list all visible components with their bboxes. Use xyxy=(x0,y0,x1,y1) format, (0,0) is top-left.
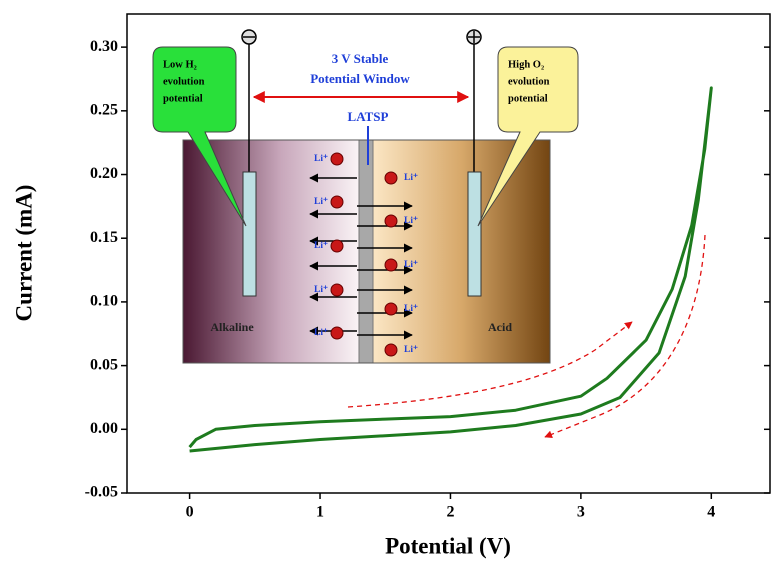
y-tick-label: 0.25 xyxy=(90,101,118,118)
ion xyxy=(385,344,397,356)
ion-label: Li⁺ xyxy=(404,304,418,314)
y-tick-label: -0.05 xyxy=(85,484,118,501)
x-axis-title: Potential (V) xyxy=(385,533,511,558)
ion-label: Li⁺ xyxy=(314,197,328,207)
ion-label: Li⁺ xyxy=(404,260,418,270)
y-tick-label: 0.00 xyxy=(90,420,118,437)
membrane-label: LATSP xyxy=(348,109,389,124)
ion xyxy=(331,196,343,208)
ion xyxy=(331,284,343,296)
ion xyxy=(385,303,397,315)
acid-region xyxy=(373,140,550,363)
y-tick-label: 0.30 xyxy=(90,38,118,55)
ion-label: Li⁺ xyxy=(404,216,418,226)
electrode xyxy=(468,172,481,296)
x-tick-label: 4 xyxy=(707,504,715,521)
y-tick-label: 0.20 xyxy=(90,165,118,182)
x-tick-label: 3 xyxy=(577,504,585,521)
ion-label: Li⁺ xyxy=(404,345,418,355)
ion-label: Li⁺ xyxy=(314,328,328,338)
y-axis-title: Current (mA) xyxy=(11,185,36,322)
membrane xyxy=(359,140,373,363)
y-tick-label: 0.10 xyxy=(90,293,118,310)
window-label: 3 V Stable xyxy=(332,51,389,66)
y-tick-label: 0.05 xyxy=(90,356,118,373)
electrode xyxy=(243,172,256,296)
window-label: Potential Window xyxy=(310,71,410,86)
ion xyxy=(385,259,397,271)
ion xyxy=(331,153,343,165)
callout-text: Low H₂ xyxy=(163,59,197,70)
x-tick-label: 1 xyxy=(316,504,324,521)
ion-label: Li⁺ xyxy=(314,154,328,164)
callout-text: High O₂ xyxy=(508,59,544,70)
callout-text: evolution xyxy=(508,76,550,87)
ion-label: Li⁺ xyxy=(404,173,418,183)
ion-label: Li⁺ xyxy=(314,285,328,295)
y-tick-label: 0.15 xyxy=(90,229,118,246)
x-tick-label: 0 xyxy=(186,504,194,521)
x-tick-label: 2 xyxy=(446,504,454,521)
ion xyxy=(385,172,397,184)
chart: Potential (V) Current (mA) -0.05 0.00 0.05… xyxy=(0,0,771,565)
callout-text: potential xyxy=(508,93,548,104)
callout-text: evolution xyxy=(163,76,205,87)
ion xyxy=(331,240,343,252)
region-label: Acid xyxy=(488,320,512,334)
ion-label: Li⁺ xyxy=(314,241,328,251)
ion xyxy=(331,327,343,339)
region-label: Alkaline xyxy=(210,320,254,334)
ion xyxy=(385,215,397,227)
callout-text: potential xyxy=(163,93,203,104)
